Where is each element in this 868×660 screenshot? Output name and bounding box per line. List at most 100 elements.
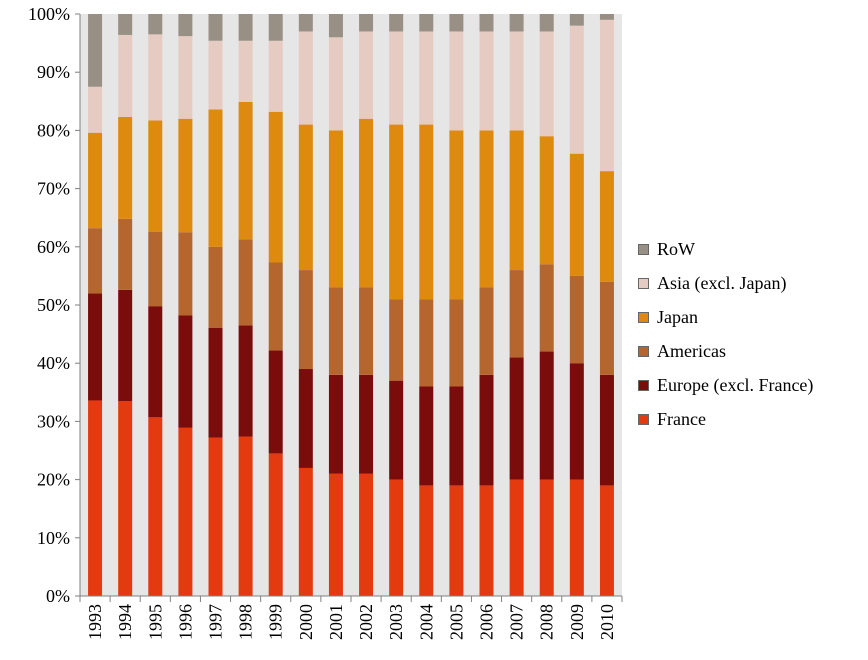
- bar-segment-2006-americas: [479, 287, 494, 375]
- legend-swatch: [638, 311, 649, 323]
- bar-segment-2004-row: [419, 14, 434, 32]
- y-tick-label: 20%: [37, 470, 70, 490]
- bars-group: [88, 14, 614, 596]
- legend-label: Europe (excl. France): [657, 374, 814, 395]
- bar-segment-1999-row: [268, 14, 283, 41]
- bar-segment-1995-france: [148, 417, 163, 596]
- bar-segment-2004-japan: [419, 124, 434, 300]
- bar-segment-2001-europe-excl-france-: [328, 374, 343, 474]
- bar-segment-2005-asia-excl-japan-: [449, 31, 464, 131]
- bar-segment-2008-row: [539, 14, 554, 32]
- bar-segment-1996-japan: [178, 118, 193, 233]
- bar-segment-1998-france: [238, 436, 253, 596]
- bar-segment-1993-americas: [88, 228, 103, 294]
- bar-segment-2010-japan: [599, 171, 614, 282]
- bar-segment-1998-europe-excl-france-: [238, 325, 253, 437]
- bar-segment-2008-france: [539, 479, 554, 596]
- legend-label: Japan: [657, 306, 698, 327]
- x-tick-label: 2004: [416, 604, 436, 640]
- bar-segment-2007-france: [509, 479, 524, 596]
- bar-segment-2005-france: [449, 485, 464, 596]
- bar-segment-2001-france: [328, 473, 343, 596]
- bar-segment-1995-europe-excl-france-: [148, 306, 163, 418]
- legend-label: France: [657, 408, 706, 429]
- bar-segment-1993-asia-excl-japan-: [88, 86, 103, 133]
- bar-segment-2006-japan: [479, 130, 494, 288]
- bar-segment-2000-row: [298, 14, 313, 32]
- bar-segment-2006-europe-excl-france-: [479, 374, 494, 486]
- bar-segment-2003-europe-excl-france-: [389, 380, 404, 480]
- bar-segment-2010-france: [599, 485, 614, 596]
- bar-segment-2003-americas: [389, 299, 404, 381]
- legend-item: RoW: [638, 232, 813, 266]
- bar-segment-2004-asia-excl-japan-: [419, 31, 434, 125]
- bar-segment-1996-france: [178, 427, 193, 596]
- bar-segment-2002-japan: [359, 118, 374, 288]
- bar-segment-1997-japan: [208, 109, 223, 247]
- y-axis-ticks: 0% 10% 20% 30% 40% 50% 60% 70% 80% 90% 100%: [28, 4, 70, 606]
- bar-segment-2007-row: [509, 14, 524, 32]
- bar-segment-1995-japan: [148, 120, 163, 232]
- bar-segment-2009-japan: [569, 153, 584, 276]
- y-tick-label: 100%: [28, 4, 70, 24]
- bar-segment-1996-americas: [178, 232, 193, 316]
- bar-segment-1994-france: [118, 401, 133, 596]
- legend: RoW Asia (excl. Japan) Japan Americas Europe…: [638, 232, 813, 436]
- bar-segment-2004-france: [419, 485, 434, 596]
- bar-segment-1994-row: [118, 14, 133, 35]
- y-tick-label: 60%: [37, 237, 70, 257]
- legend-item: Asia (excl. Japan): [638, 266, 813, 300]
- bar-segment-2003-france: [389, 479, 404, 596]
- bar-segment-2006-asia-excl-japan-: [479, 31, 494, 131]
- bar-segment-2007-asia-excl-japan-: [509, 31, 524, 131]
- bar-segment-2005-row: [449, 14, 464, 32]
- bar-segment-1996-europe-excl-france-: [178, 315, 193, 428]
- bar-segment-2002-europe-excl-france-: [359, 374, 374, 474]
- legend-swatch: [638, 379, 649, 391]
- bar-segment-2010-americas: [599, 281, 614, 375]
- x-tick-label: 2005: [446, 604, 466, 640]
- bar-segment-1993-france: [88, 400, 103, 596]
- x-tick-label: 2003: [386, 604, 406, 640]
- bar-segment-1998-japan: [238, 101, 253, 240]
- bar-segment-1997-row: [208, 14, 223, 41]
- bar-segment-2003-row: [389, 14, 404, 32]
- legend-item: France: [638, 402, 813, 436]
- bar-segment-1998-row: [238, 14, 253, 41]
- bar-segment-2010-row: [599, 14, 614, 20]
- y-tick-label: 80%: [37, 120, 70, 140]
- bar-segment-1994-europe-excl-france-: [118, 289, 133, 402]
- bar-segment-1996-row: [178, 14, 193, 37]
- bar-segment-1997-asia-excl-japan-: [208, 40, 223, 110]
- bar-segment-2010-europe-excl-france-: [599, 374, 614, 486]
- bar-segment-2002-asia-excl-japan-: [359, 31, 374, 119]
- bar-segment-1993-europe-excl-france-: [88, 293, 103, 401]
- bar-segment-2009-france: [569, 479, 584, 596]
- bar-segment-2006-row: [479, 14, 494, 32]
- x-tick-label: 1998: [236, 604, 256, 640]
- bar-segment-2008-americas: [539, 264, 554, 352]
- legend-label: Asia (excl. Japan): [657, 272, 787, 293]
- legend-item: Europe (excl. France): [638, 368, 813, 402]
- y-tick-label: 50%: [37, 295, 70, 315]
- plot-area-background: [80, 14, 622, 596]
- legend-swatch: [638, 345, 649, 357]
- bar-segment-2009-americas: [569, 275, 584, 364]
- bar-segment-2009-row: [569, 14, 584, 26]
- y-tick-label: 40%: [37, 353, 70, 373]
- bar-segment-1999-europe-excl-france-: [268, 350, 283, 454]
- y-tick-label: 30%: [37, 411, 70, 431]
- x-tick-label: 2008: [537, 604, 557, 640]
- bar-segment-2009-europe-excl-france-: [569, 363, 584, 480]
- bar-segment-2010-asia-excl-japan-: [599, 19, 614, 172]
- bar-segment-2008-europe-excl-france-: [539, 351, 554, 480]
- x-tick-label: 1994: [115, 604, 135, 640]
- legend-swatch: [638, 413, 649, 425]
- x-tick-label: 2006: [477, 604, 497, 640]
- legend-swatch: [638, 243, 649, 255]
- bar-segment-2007-europe-excl-france-: [509, 357, 524, 480]
- bar-segment-2008-japan: [539, 136, 554, 265]
- bar-segment-1997-americas: [208, 246, 223, 328]
- x-tick-label: 2002: [356, 604, 376, 640]
